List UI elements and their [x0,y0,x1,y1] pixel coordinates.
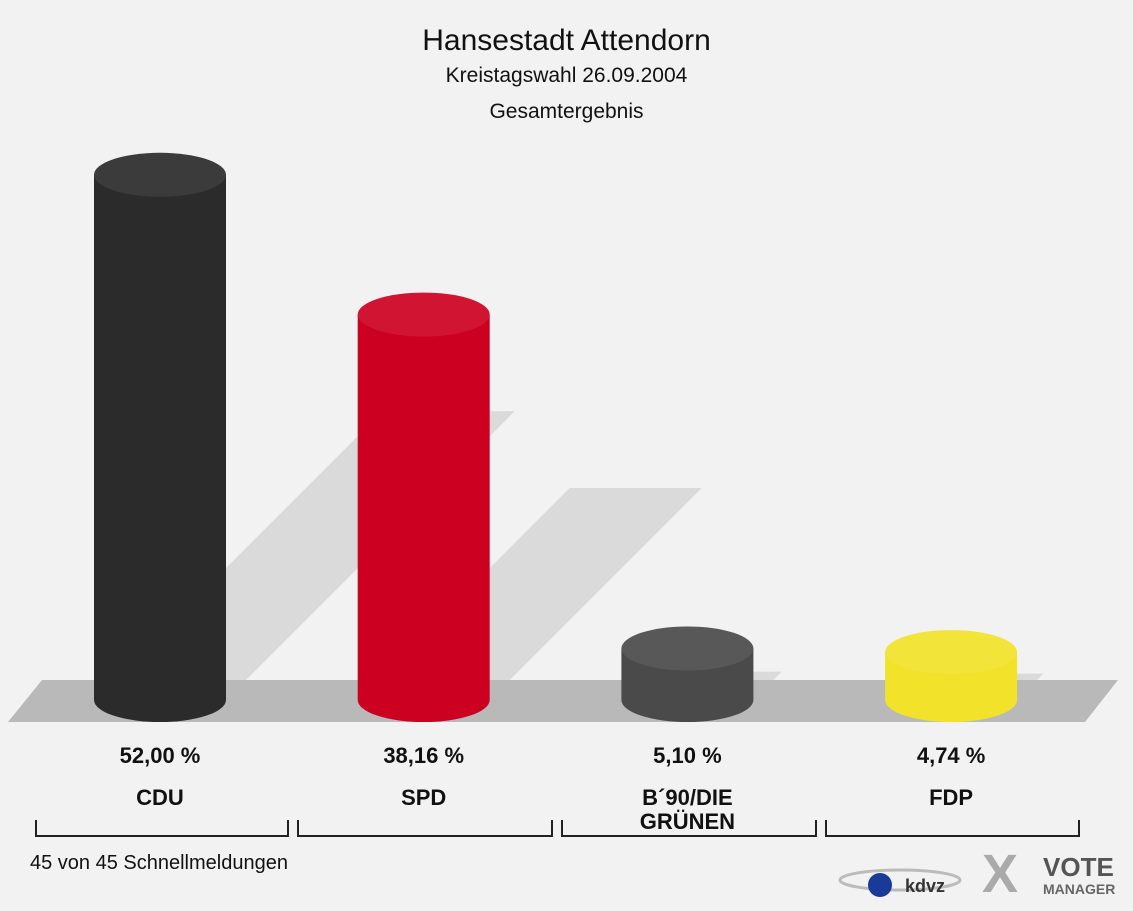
logo-swoosh [838,868,962,892]
bar-top [94,152,226,197]
bar-top-shine [621,626,754,671]
logo-manager: MANAGER [1043,881,1115,897]
brackets [35,820,1080,837]
bar-top [357,292,490,337]
chart-title: Hansestadt Attendorn [422,24,711,57]
chart-subtitle: Kreistagswahl 26.09.2004 [445,64,688,87]
chart-subtitle: Gesamtergebnis [489,100,644,123]
bar-top [621,626,754,671]
category-label: SPD [401,785,447,810]
category-label: FDP [929,785,974,810]
bar-body [357,314,490,723]
category-label: CDU [136,785,184,810]
bar-top-shine [885,630,1018,675]
bar-top [885,630,1018,675]
bar-body [94,174,226,723]
value-label: 5,10 % [653,743,722,768]
bar-top-shine [94,152,226,197]
bar [621,626,754,723]
value-label: 52,00 % [119,743,201,768]
logo-kdvz: kdvz [905,876,945,896]
bar [357,292,490,723]
bar-top-shine [357,292,490,337]
bar [885,630,1018,723]
floor [8,680,1118,722]
value-label: 4,74 % [916,743,986,768]
footer: 45 von 45 Schnellmeldungen [30,852,288,874]
bar [94,152,226,723]
logo-vote: VOTE [1043,852,1114,882]
logo-globe [868,873,892,897]
category-label: B´90/DIE GRÜNEN [639,785,736,834]
value-label: 38,16 % [383,743,465,768]
logo-x: X [982,844,1018,904]
